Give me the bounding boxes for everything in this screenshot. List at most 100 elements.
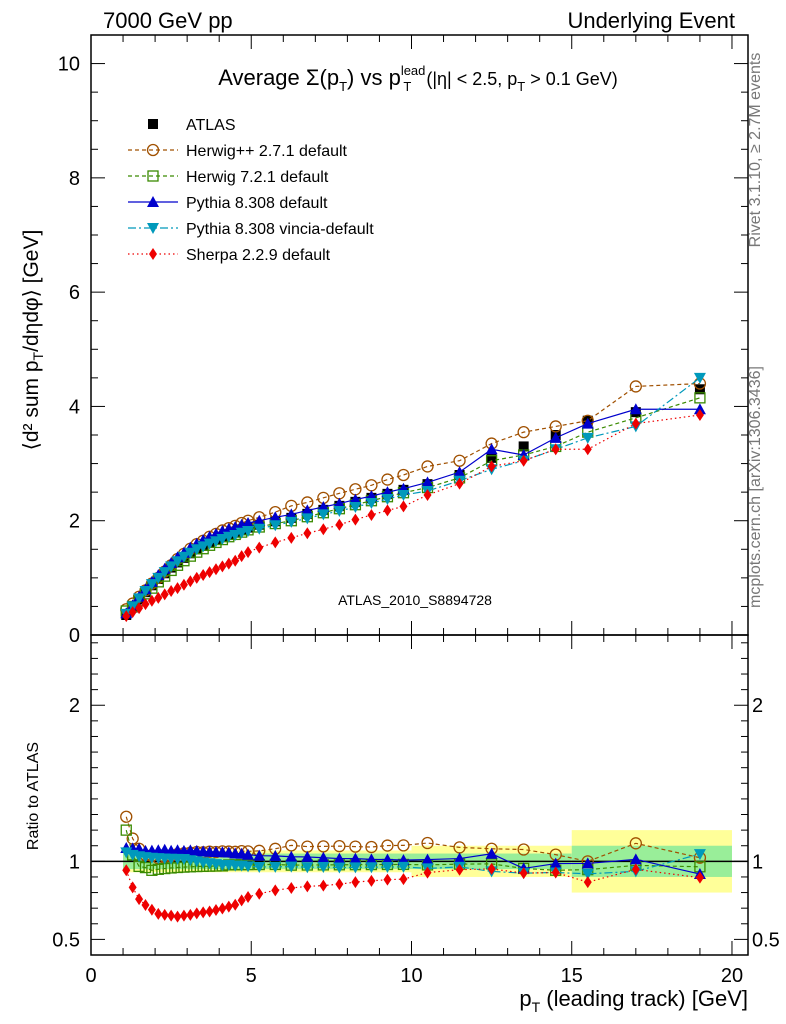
ratio-point (135, 893, 144, 906)
ratio-y-tick-label: 0.5 (52, 929, 80, 951)
ratio-point (333, 862, 346, 874)
data-point (145, 579, 158, 591)
data-point (367, 509, 376, 521)
header-right: Underlying Event (567, 8, 735, 33)
data-point (631, 417, 640, 430)
ratio-point (349, 840, 362, 853)
ratio-point (581, 857, 594, 869)
ratio-point (301, 862, 314, 874)
ratio-point (381, 839, 394, 852)
data-point (317, 501, 330, 512)
ratio-point (244, 891, 253, 904)
ratio-point (381, 862, 394, 874)
ratio-point (695, 871, 704, 884)
ratio-y-tick-label-right: 0.5 (752, 929, 780, 951)
data-point (693, 403, 706, 415)
ratio-point (383, 873, 392, 886)
data-point (242, 517, 255, 528)
data-point (209, 536, 222, 548)
data-point (211, 563, 220, 576)
data-point (694, 392, 706, 404)
watermark: ATLAS_2010_S8894728 (338, 592, 492, 608)
data-point (333, 497, 346, 509)
data-point (349, 502, 362, 513)
ratio-point (146, 864, 158, 876)
ratio-point (549, 857, 562, 869)
series-5 (122, 409, 704, 923)
x-tick-label: 5 (246, 965, 257, 987)
legend-label: Sherpa 2.2.9 default (186, 247, 331, 264)
legend-marker (147, 170, 159, 182)
data-point (216, 534, 229, 545)
data-point (128, 606, 137, 619)
ratio-point (397, 861, 410, 873)
data-point (349, 493, 362, 505)
x-tick-label: 10 (400, 965, 422, 987)
data-point (365, 498, 378, 509)
header-left: 7000 GeV pp (103, 8, 233, 33)
data-point (287, 531, 296, 544)
data-point (269, 520, 282, 532)
data-point (147, 594, 156, 607)
ratio-point (333, 839, 346, 853)
ratio-point (301, 850, 314, 862)
data-point (549, 431, 562, 443)
legend-marker (147, 223, 159, 234)
ratio-point (205, 905, 214, 918)
legend-marker (149, 248, 157, 260)
ratio-point (173, 910, 182, 923)
series-line (125, 408, 700, 614)
y-tick-label: 4 (69, 396, 80, 418)
ratio-point (631, 863, 640, 876)
data-point (455, 477, 464, 490)
ratio-point (287, 881, 296, 894)
ratio-point (349, 862, 362, 874)
ratio-y-tick-label-right: 1 (752, 851, 763, 873)
data-point (693, 372, 706, 384)
data-point (485, 443, 498, 455)
series-1 (120, 377, 707, 868)
ratio-point (218, 902, 227, 915)
data-point (383, 504, 392, 517)
data-point (160, 588, 169, 601)
data-point (695, 409, 704, 421)
y-axis-label-top: ⟨d² sum pT/dηdφ⟩ [GeV] (20, 230, 46, 451)
ratio-point (421, 836, 434, 850)
ratio-point (285, 861, 298, 873)
ratio-point (423, 866, 432, 879)
data-point (399, 500, 408, 513)
data-point (303, 527, 312, 540)
data-point (186, 575, 195, 588)
ratio-point (349, 852, 362, 864)
ratio-point (335, 878, 344, 891)
series-line (125, 414, 701, 617)
ratio-point (253, 849, 266, 861)
data-point (319, 523, 328, 536)
ratio-point (581, 868, 594, 880)
ratio-point (179, 909, 188, 922)
legend-label: Herwig++ 2.7.1 default (186, 143, 348, 160)
series-3 (120, 403, 706, 880)
ratio-point (583, 876, 592, 889)
data-point (192, 571, 201, 584)
ratio-point (629, 837, 642, 850)
ratio-point (397, 839, 410, 852)
data-point (423, 489, 432, 501)
ratio-point (365, 853, 378, 865)
data-point (349, 483, 362, 496)
legend-label: ATLAS (186, 117, 236, 134)
ratio-point (319, 879, 328, 892)
series-2 (120, 392, 706, 876)
data-point (171, 556, 184, 568)
data-point (158, 567, 171, 579)
ratio-point (453, 852, 466, 864)
chart-title: Average Σ(pT) vs plead T (|η| < 2.5, pT >… (218, 63, 618, 94)
ratio-point (381, 853, 394, 865)
data-point (301, 504, 314, 516)
data-point (244, 546, 253, 559)
ratio-point (128, 881, 137, 894)
data-point (190, 544, 203, 556)
data-point (381, 473, 394, 486)
data-point (133, 593, 146, 605)
y-tick-label: 6 (69, 282, 80, 304)
